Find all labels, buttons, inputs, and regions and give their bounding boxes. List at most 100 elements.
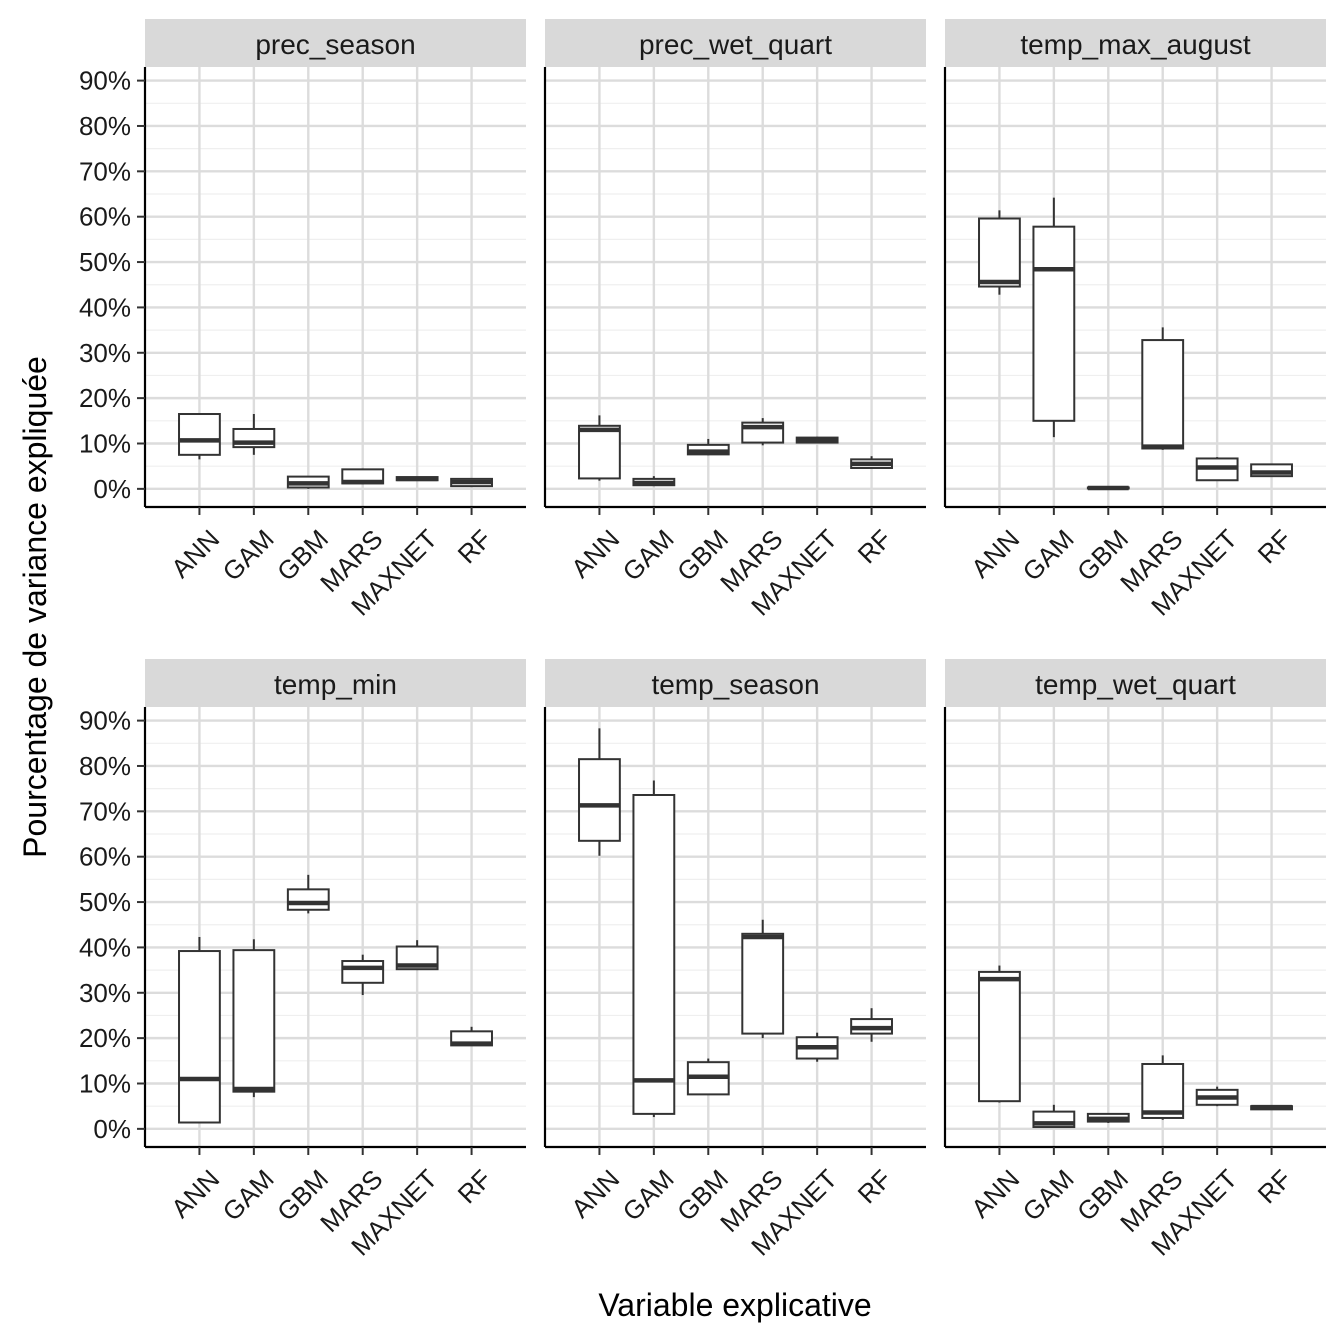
box-iqr	[1141, 1062, 1185, 1119]
x-tick-label: GAM	[217, 1164, 280, 1227]
y-tick-label: 60%	[79, 202, 131, 232]
box-iqr	[178, 950, 221, 1124]
x-tick-label: ANN	[565, 524, 625, 584]
box-rf	[450, 1026, 493, 1047]
box-gam	[632, 780, 676, 1118]
facet-strip	[145, 19, 526, 67]
box-maxnet	[395, 940, 439, 971]
box-gam	[1032, 197, 1076, 438]
y-tick-label: 70%	[79, 796, 131, 826]
box-iqr	[1141, 339, 1185, 450]
y-tick-label: 80%	[79, 111, 131, 141]
box-rf	[850, 456, 893, 469]
box-maxnet	[1195, 1086, 1239, 1107]
x-tick-label: RF	[852, 1164, 898, 1210]
facet-title: prec_wet_quart	[639, 29, 832, 60]
facet-strip	[945, 19, 1326, 67]
box-maxnet	[795, 436, 839, 444]
y-tick-label: 80%	[79, 751, 131, 781]
y-tick-label: 60%	[79, 842, 131, 872]
box-gam	[1032, 1104, 1076, 1129]
x-tick-label: GAM	[617, 1164, 680, 1227]
box-mars	[341, 954, 385, 996]
box-ann	[578, 728, 621, 856]
box-iqr	[978, 217, 1021, 288]
box-iqr	[1250, 463, 1293, 478]
y-tick-label: 90%	[79, 706, 131, 736]
box-iqr	[741, 932, 785, 1035]
y-tick-label: 30%	[79, 338, 131, 368]
y-tick-label: 90%	[79, 66, 131, 96]
box-iqr	[578, 424, 621, 480]
box-gbm	[1086, 485, 1130, 491]
y-tick-label: 30%	[79, 978, 131, 1008]
box-maxnet	[795, 1032, 839, 1062]
y-tick-label: 70%	[79, 156, 131, 186]
box-iqr	[286, 888, 330, 911]
x-tick-label: RF	[1252, 524, 1298, 570]
box-mars	[1141, 327, 1185, 450]
box-mars	[741, 418, 785, 446]
y-axis-title: Pourcentage de variance expliquée	[17, 356, 53, 858]
box-gbm	[286, 874, 330, 914]
x-axis-title: Variable explicative	[598, 1287, 871, 1323]
box-gam	[632, 476, 676, 487]
y-tick-label: 50%	[79, 247, 131, 277]
box-maxnet	[395, 476, 439, 482]
box-gbm	[1086, 1112, 1130, 1123]
box-iqr	[1032, 225, 1076, 422]
x-tick-label: RF	[852, 524, 898, 570]
facet-title: prec_season	[255, 29, 415, 60]
box-mars	[741, 919, 785, 1039]
box-ann	[578, 415, 621, 481]
x-tick-label: GAM	[617, 524, 680, 587]
box-iqr	[232, 949, 276, 1093]
facet-panel: temp_min 0% 10% 20% 30% 40% 50% 60% 70% 80% 90% ANN…	[79, 659, 526, 1261]
box-iqr	[178, 413, 221, 456]
facet-strip	[145, 659, 526, 707]
facet-strip	[545, 659, 926, 707]
facet-title: temp_max_august	[1020, 29, 1251, 60]
x-tick-label: ANN	[965, 524, 1025, 584]
x-tick-label: ANN	[165, 524, 225, 584]
x-tick-label: GAM	[1017, 1164, 1080, 1227]
y-tick-label: 20%	[79, 383, 131, 413]
box-iqr	[578, 758, 621, 842]
facet-title: temp_wet_quart	[1035, 669, 1236, 700]
facets-layer: prec_season 0% 10% 20% 30% 40% 50% 60% 70% 80% 90%…	[79, 19, 1326, 1261]
y-tick-label: 20%	[79, 1023, 131, 1053]
y-tick-label: 10%	[79, 428, 131, 458]
x-tick-label: GAM	[1017, 524, 1080, 587]
box-gam	[232, 414, 276, 455]
box-ann	[978, 210, 1021, 295]
x-tick-label: RF	[1252, 1164, 1298, 1210]
box-iqr	[632, 794, 676, 1115]
y-tick-label: 0%	[93, 1114, 131, 1144]
x-tick-label: ANN	[565, 1164, 625, 1224]
box-gbm	[686, 438, 730, 456]
y-tick-label: 40%	[79, 292, 131, 322]
facet-strip	[945, 659, 1326, 707]
y-tick-label: 40%	[79, 932, 131, 962]
x-tick-label: ANN	[965, 1164, 1025, 1224]
facet-title: temp_season	[651, 669, 819, 700]
box-rf	[450, 477, 493, 488]
box-ann	[178, 413, 221, 460]
box-gbm	[686, 1058, 730, 1096]
box-ann	[178, 936, 221, 1124]
box-rf	[1250, 463, 1293, 478]
y-tick-label: 50%	[79, 887, 131, 917]
x-tick-label: RF	[452, 1164, 498, 1210]
y-tick-label: 0%	[93, 474, 131, 504]
box-maxnet	[1195, 457, 1239, 482]
box-mars	[1141, 1055, 1185, 1120]
box-gbm	[286, 475, 330, 489]
box-iqr	[978, 970, 1021, 1103]
box-rf	[850, 1008, 893, 1042]
x-tick-label: ANN	[165, 1164, 225, 1224]
facet-panel: prec_season 0% 10% 20% 30% 40% 50% 60% 70% 80% 90%…	[79, 19, 526, 621]
